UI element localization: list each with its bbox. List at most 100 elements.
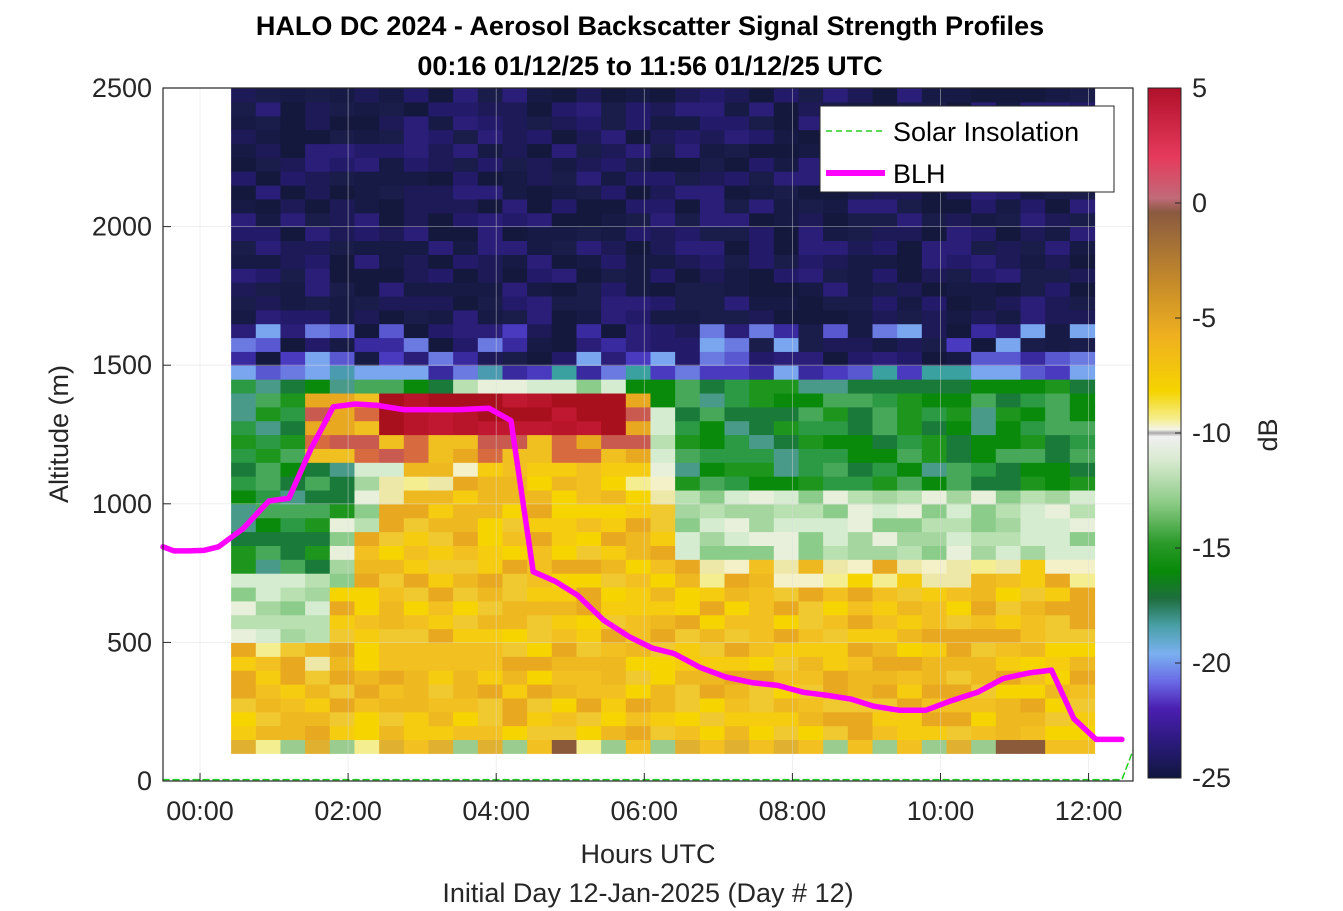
heatmap-cell bbox=[675, 295, 701, 311]
heatmap-cell bbox=[946, 642, 972, 657]
heatmap-cell bbox=[477, 462, 504, 477]
heatmap-cell bbox=[305, 476, 331, 491]
heatmap-cell bbox=[551, 434, 578, 449]
heatmap-cell bbox=[551, 282, 578, 297]
heatmap-cell bbox=[428, 226, 454, 242]
heatmap-cell bbox=[379, 212, 405, 228]
heatmap-cell bbox=[551, 309, 578, 325]
heatmap-cell bbox=[551, 101, 578, 117]
heatmap-cell bbox=[773, 240, 800, 255]
heatmap-cell bbox=[502, 517, 528, 533]
heatmap-cell bbox=[675, 559, 701, 574]
heatmap-cell bbox=[428, 88, 454, 103]
heatmap-cell bbox=[329, 670, 356, 685]
heatmap-cell bbox=[601, 379, 627, 394]
heatmap-cell bbox=[650, 129, 676, 145]
heatmap-cell bbox=[305, 656, 331, 671]
heatmap-cell bbox=[379, 517, 405, 533]
heatmap-cell bbox=[601, 392, 627, 408]
heatmap-cell bbox=[280, 392, 306, 408]
heatmap-cell bbox=[576, 434, 602, 449]
heatmap-cell bbox=[773, 254, 800, 269]
heatmap-cell bbox=[724, 115, 750, 131]
heatmap-cell bbox=[798, 725, 824, 741]
heatmap-cell bbox=[1045, 545, 1071, 560]
heatmap-cell bbox=[576, 573, 602, 588]
heatmap-cell bbox=[872, 462, 898, 477]
x-tick-label: 10:00 bbox=[907, 796, 975, 826]
legend[interactable]: Solar Insolation BLH bbox=[819, 105, 1115, 193]
heatmap-cell bbox=[428, 434, 454, 449]
heatmap-cell bbox=[329, 725, 356, 741]
heatmap-cell bbox=[551, 226, 578, 242]
heatmap-cell bbox=[699, 600, 726, 616]
heatmap-cell bbox=[971, 600, 997, 616]
heatmap-cell bbox=[823, 545, 849, 560]
heatmap-cell bbox=[403, 295, 430, 311]
heatmap-cell bbox=[946, 448, 972, 463]
heatmap-cell bbox=[675, 115, 701, 131]
heatmap-cell bbox=[946, 614, 972, 630]
heatmap-cell bbox=[255, 683, 282, 699]
heatmap-cell bbox=[699, 697, 726, 713]
heatmap-cell bbox=[946, 670, 972, 685]
heatmap-cell bbox=[625, 462, 652, 477]
heatmap-cell bbox=[773, 379, 800, 394]
heatmap-cell bbox=[1069, 379, 1096, 394]
heatmap-cell bbox=[280, 365, 306, 380]
heatmap-cell bbox=[527, 337, 553, 352]
heatmap-cell bbox=[305, 198, 331, 214]
heatmap-cell bbox=[1045, 323, 1071, 339]
heatmap-cell bbox=[231, 254, 257, 269]
heatmap-cell bbox=[1020, 226, 1046, 242]
heatmap-cell bbox=[601, 725, 627, 741]
heatmap-cell bbox=[601, 559, 627, 574]
heatmap-cell bbox=[872, 586, 898, 602]
heatmap-cell bbox=[872, 739, 898, 754]
y-tick-label: 1500 bbox=[92, 350, 152, 380]
heatmap-cell bbox=[798, 628, 824, 643]
heatmap-cell bbox=[231, 656, 257, 671]
heatmap-cell bbox=[403, 309, 430, 325]
heatmap-cell bbox=[551, 531, 578, 546]
heatmap-cell bbox=[749, 185, 775, 200]
heatmap-cell bbox=[1069, 683, 1096, 699]
heatmap-cell bbox=[231, 503, 257, 519]
heatmap-cell bbox=[477, 295, 504, 311]
heatmap-cell bbox=[847, 365, 874, 380]
heatmap-cell bbox=[921, 739, 948, 754]
heatmap-cell bbox=[823, 337, 849, 352]
heatmap-cell bbox=[601, 600, 627, 616]
heatmap-cell bbox=[675, 157, 701, 172]
heatmap-cell bbox=[946, 476, 972, 491]
series-lines bbox=[160, 401, 1134, 781]
heatmap-cell bbox=[921, 711, 948, 727]
heatmap-cell bbox=[995, 711, 1022, 727]
heatmap-cell bbox=[305, 739, 331, 754]
heatmap-cell bbox=[650, 462, 676, 477]
heatmap-cell bbox=[921, 392, 948, 408]
heatmap-cell bbox=[699, 129, 726, 145]
heatmap-cell bbox=[354, 573, 380, 588]
heatmap-cell bbox=[897, 448, 923, 463]
heatmap-cell bbox=[625, 503, 652, 519]
heatmap-cell bbox=[1069, 614, 1096, 630]
heatmap-cell bbox=[477, 143, 504, 158]
heatmap-cell bbox=[502, 129, 528, 145]
heatmap-cell bbox=[675, 282, 701, 297]
heatmap-cell bbox=[1020, 295, 1046, 311]
heatmap-cell bbox=[477, 157, 504, 172]
heatmap-cell bbox=[502, 365, 528, 380]
heatmap-cell bbox=[995, 379, 1022, 394]
heatmap-cell bbox=[453, 600, 479, 616]
heatmap-cell bbox=[527, 240, 553, 255]
heatmap-cell bbox=[699, 586, 726, 602]
heatmap-cell bbox=[798, 739, 824, 754]
heatmap-cell bbox=[453, 503, 479, 519]
heatmap-cell bbox=[1069, 351, 1096, 366]
heatmap-cell bbox=[527, 198, 553, 214]
heatmap-cell bbox=[946, 406, 972, 422]
heatmap-cell bbox=[403, 171, 430, 186]
heatmap-cell bbox=[724, 254, 750, 269]
heatmap-cell bbox=[280, 434, 306, 449]
